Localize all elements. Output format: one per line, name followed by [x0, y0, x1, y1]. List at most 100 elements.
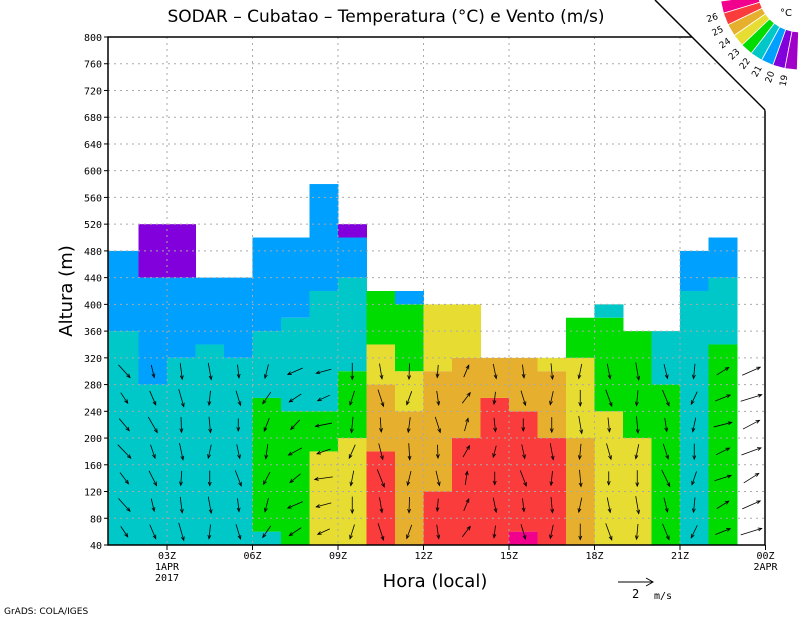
colorbar-label: 26 [706, 12, 720, 25]
wind-arrow [520, 390, 526, 406]
wind-arrow-head [179, 508, 184, 514]
wind-arrow-head [124, 532, 129, 538]
wind-arrow [180, 417, 182, 433]
wind-arrow-head [664, 374, 669, 380]
wind-arrow [208, 524, 211, 539]
wind-arrow [350, 470, 355, 486]
wind-arrow [237, 364, 240, 378]
wind-arrow [434, 416, 441, 433]
wind-arrow-head [724, 500, 730, 505]
temperature-cell [224, 277, 253, 358]
wind-arrow-head [152, 534, 157, 540]
wind-arrow [692, 417, 697, 432]
wind-arrow [579, 469, 582, 487]
y-tick-label: 320 [84, 354, 102, 365]
wind-arrow [407, 470, 412, 486]
wind-arrow-head [350, 375, 355, 381]
wind-arrow-head [549, 428, 554, 434]
wind-arrow [663, 497, 668, 513]
temperature-cell [680, 291, 709, 545]
x-tick-label: 09Z [329, 551, 347, 562]
wind-arrow [378, 443, 384, 460]
wind-arrow [351, 416, 354, 433]
wind-arrow [406, 391, 413, 405]
wind-arrow-head [690, 533, 695, 539]
wind-arrow-head [207, 401, 212, 407]
wind-arrow [493, 525, 496, 538]
y-tick-label: 680 [84, 113, 102, 124]
wind-arrow-head [349, 428, 354, 434]
wind-arrow-head [634, 454, 639, 460]
wind-arrow [605, 389, 613, 407]
wind-arrow [150, 444, 156, 459]
wind-arrow [436, 390, 440, 406]
vector-key-unit: m/s [654, 591, 672, 602]
wind-arrow [377, 389, 384, 407]
y-tick-label: 120 [84, 488, 102, 499]
wind-arrow [636, 416, 639, 434]
wind-arrow-head [315, 370, 321, 375]
wind-arrow-head [755, 419, 761, 424]
wind-arrow-head [207, 454, 211, 460]
wind-arrow [519, 470, 527, 487]
colorbar-label: 20 [764, 70, 777, 84]
chart-title: SODAR – Cubatao – Temperatura (°C) e Ven… [167, 7, 604, 27]
wind-arrow [522, 498, 525, 512]
wind-arrow-head [313, 477, 319, 481]
wind-arrow [406, 524, 413, 539]
wind-arrow-head [606, 481, 611, 486]
wind-arrow [118, 498, 131, 512]
wind-arrow [120, 526, 129, 538]
wind-arrow-head [607, 427, 612, 433]
wind-arrow-head [263, 480, 267, 486]
wind-arrow-head [262, 399, 267, 405]
temperature-cell [338, 277, 367, 372]
wind-arrow [464, 471, 468, 485]
wind-arrow [636, 523, 639, 540]
y-tick-label: 280 [84, 381, 102, 392]
temperature-cell [195, 277, 225, 345]
wind-arrow-head [522, 401, 527, 407]
wind-arrow-head [152, 454, 156, 460]
wind-arrow [317, 528, 330, 535]
wind-arrow [235, 524, 241, 540]
temperature-cell [594, 304, 624, 318]
wind-arrow [693, 363, 696, 379]
temperature-cell [708, 237, 738, 278]
temperature-cell [395, 304, 424, 372]
wind-arrow [436, 364, 439, 378]
wind-arrow [461, 526, 471, 538]
wind-arrow [262, 391, 272, 404]
wind-arrow-head [726, 474, 732, 479]
wind-arrow [235, 390, 241, 406]
wind-arrow-head [757, 527, 763, 532]
wind-arrow [713, 422, 732, 428]
wind-arrow-head [180, 455, 185, 461]
y-tick-label: 40 [90, 541, 102, 552]
wind-arrow-head [608, 455, 612, 461]
wind-arrow [117, 444, 132, 459]
wind-arrow [349, 524, 355, 539]
wind-arrow-head [381, 482, 385, 488]
wind-arrow-head [691, 480, 695, 486]
wind-arrow [237, 498, 240, 512]
y-tick-label: 160 [84, 461, 102, 472]
y-tick-label: 240 [84, 407, 102, 418]
wind-arrow-head [208, 428, 213, 434]
wind-arrow [635, 362, 640, 381]
temperature-cell [680, 250, 709, 291]
wind-arrow-head [522, 534, 527, 540]
wind-arrow-head [757, 393, 763, 398]
wind-arrow-head [521, 427, 526, 432]
y-axis-label: Altura (m) [56, 245, 77, 337]
temperature-cell [108, 250, 139, 332]
y-tick-label: 360 [84, 327, 102, 338]
temperature-cell [366, 291, 396, 345]
wind-arrow-head [437, 428, 441, 434]
x-axis-label: Hora (local) [383, 571, 488, 592]
wind-arrow-head [607, 374, 612, 380]
wind-arrow-head [349, 481, 354, 487]
wind-arrow-head [756, 366, 762, 371]
wind-arrow-head [435, 507, 440, 513]
